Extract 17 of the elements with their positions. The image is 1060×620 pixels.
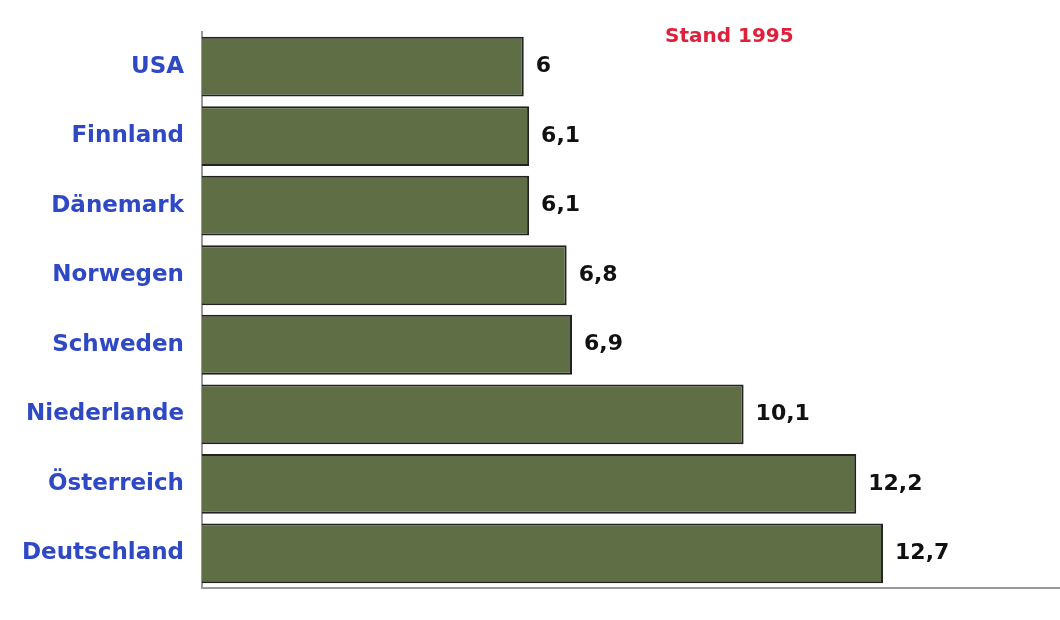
y-tick-label: USA <box>130 51 185 78</box>
data-label: 10,1 <box>755 400 810 426</box>
y-tick-label: Deutschland <box>22 538 184 565</box>
data-label: 6,8 <box>578 260 618 286</box>
y-tick-label: Österreich <box>47 467 184 495</box>
data-label: 6,9 <box>584 330 623 356</box>
y-tick-label: Niederlande <box>26 399 184 426</box>
y-tick-label: Norwegen <box>52 260 184 287</box>
data-label: 6 <box>535 52 552 78</box>
data-label: 6,1 <box>541 191 581 217</box>
data-label: 6,1 <box>541 121 581 147</box>
y-tick-label: Finnland <box>71 121 184 148</box>
y-tick-label: Schweden <box>52 329 184 356</box>
data-label: 12,7 <box>895 539 950 565</box>
y-tick-label: Dänemark <box>51 190 185 217</box>
data-label: 12,2 <box>868 469 923 495</box>
annotation: Stand 1995 <box>665 23 794 48</box>
